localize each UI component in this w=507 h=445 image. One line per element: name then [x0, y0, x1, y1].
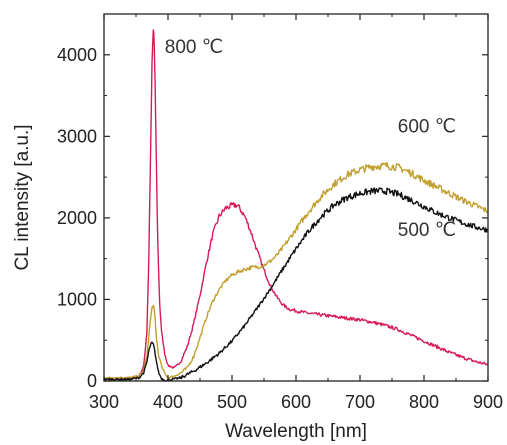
x-tick-label: 700 [345, 392, 375, 412]
y-tick-label: 2000 [57, 208, 97, 228]
tick-layer: 300 400 500 600 700 800 900 0 1000 2000 3000 4000 [57, 14, 503, 412]
series-0 [103, 29, 489, 381]
x-tick-label: 500 [217, 392, 247, 412]
series-2 [103, 187, 489, 382]
series-line [103, 162, 489, 380]
x-tick-label: 400 [153, 392, 183, 412]
series-line [103, 187, 489, 382]
y-tick-label: 0 [87, 371, 97, 391]
series-annotation: 600 ℃ [398, 116, 456, 137]
series-annotation: 800 ℃ [165, 37, 223, 58]
x-tick-label: 900 [473, 392, 503, 412]
x-tick-label: 800 [409, 392, 439, 412]
y-tick-label: 4000 [57, 45, 97, 65]
series-line [103, 29, 489, 381]
series-annotation: 500 ℃ [398, 220, 456, 241]
annotation-layer: 800 ℃ 600 ℃ 500 ℃ [165, 37, 456, 241]
x-tick-label: 600 [281, 392, 311, 412]
series-layer [103, 29, 489, 382]
y-tick-label: 1000 [57, 289, 97, 309]
x-tick-label: 300 [89, 392, 119, 412]
series-1 [103, 162, 489, 380]
y-tick-label: 3000 [57, 126, 97, 146]
x-axis-label: Wavelength [nm] [225, 421, 367, 442]
y-axis-label: CL intensity [a.u.] [12, 124, 33, 270]
